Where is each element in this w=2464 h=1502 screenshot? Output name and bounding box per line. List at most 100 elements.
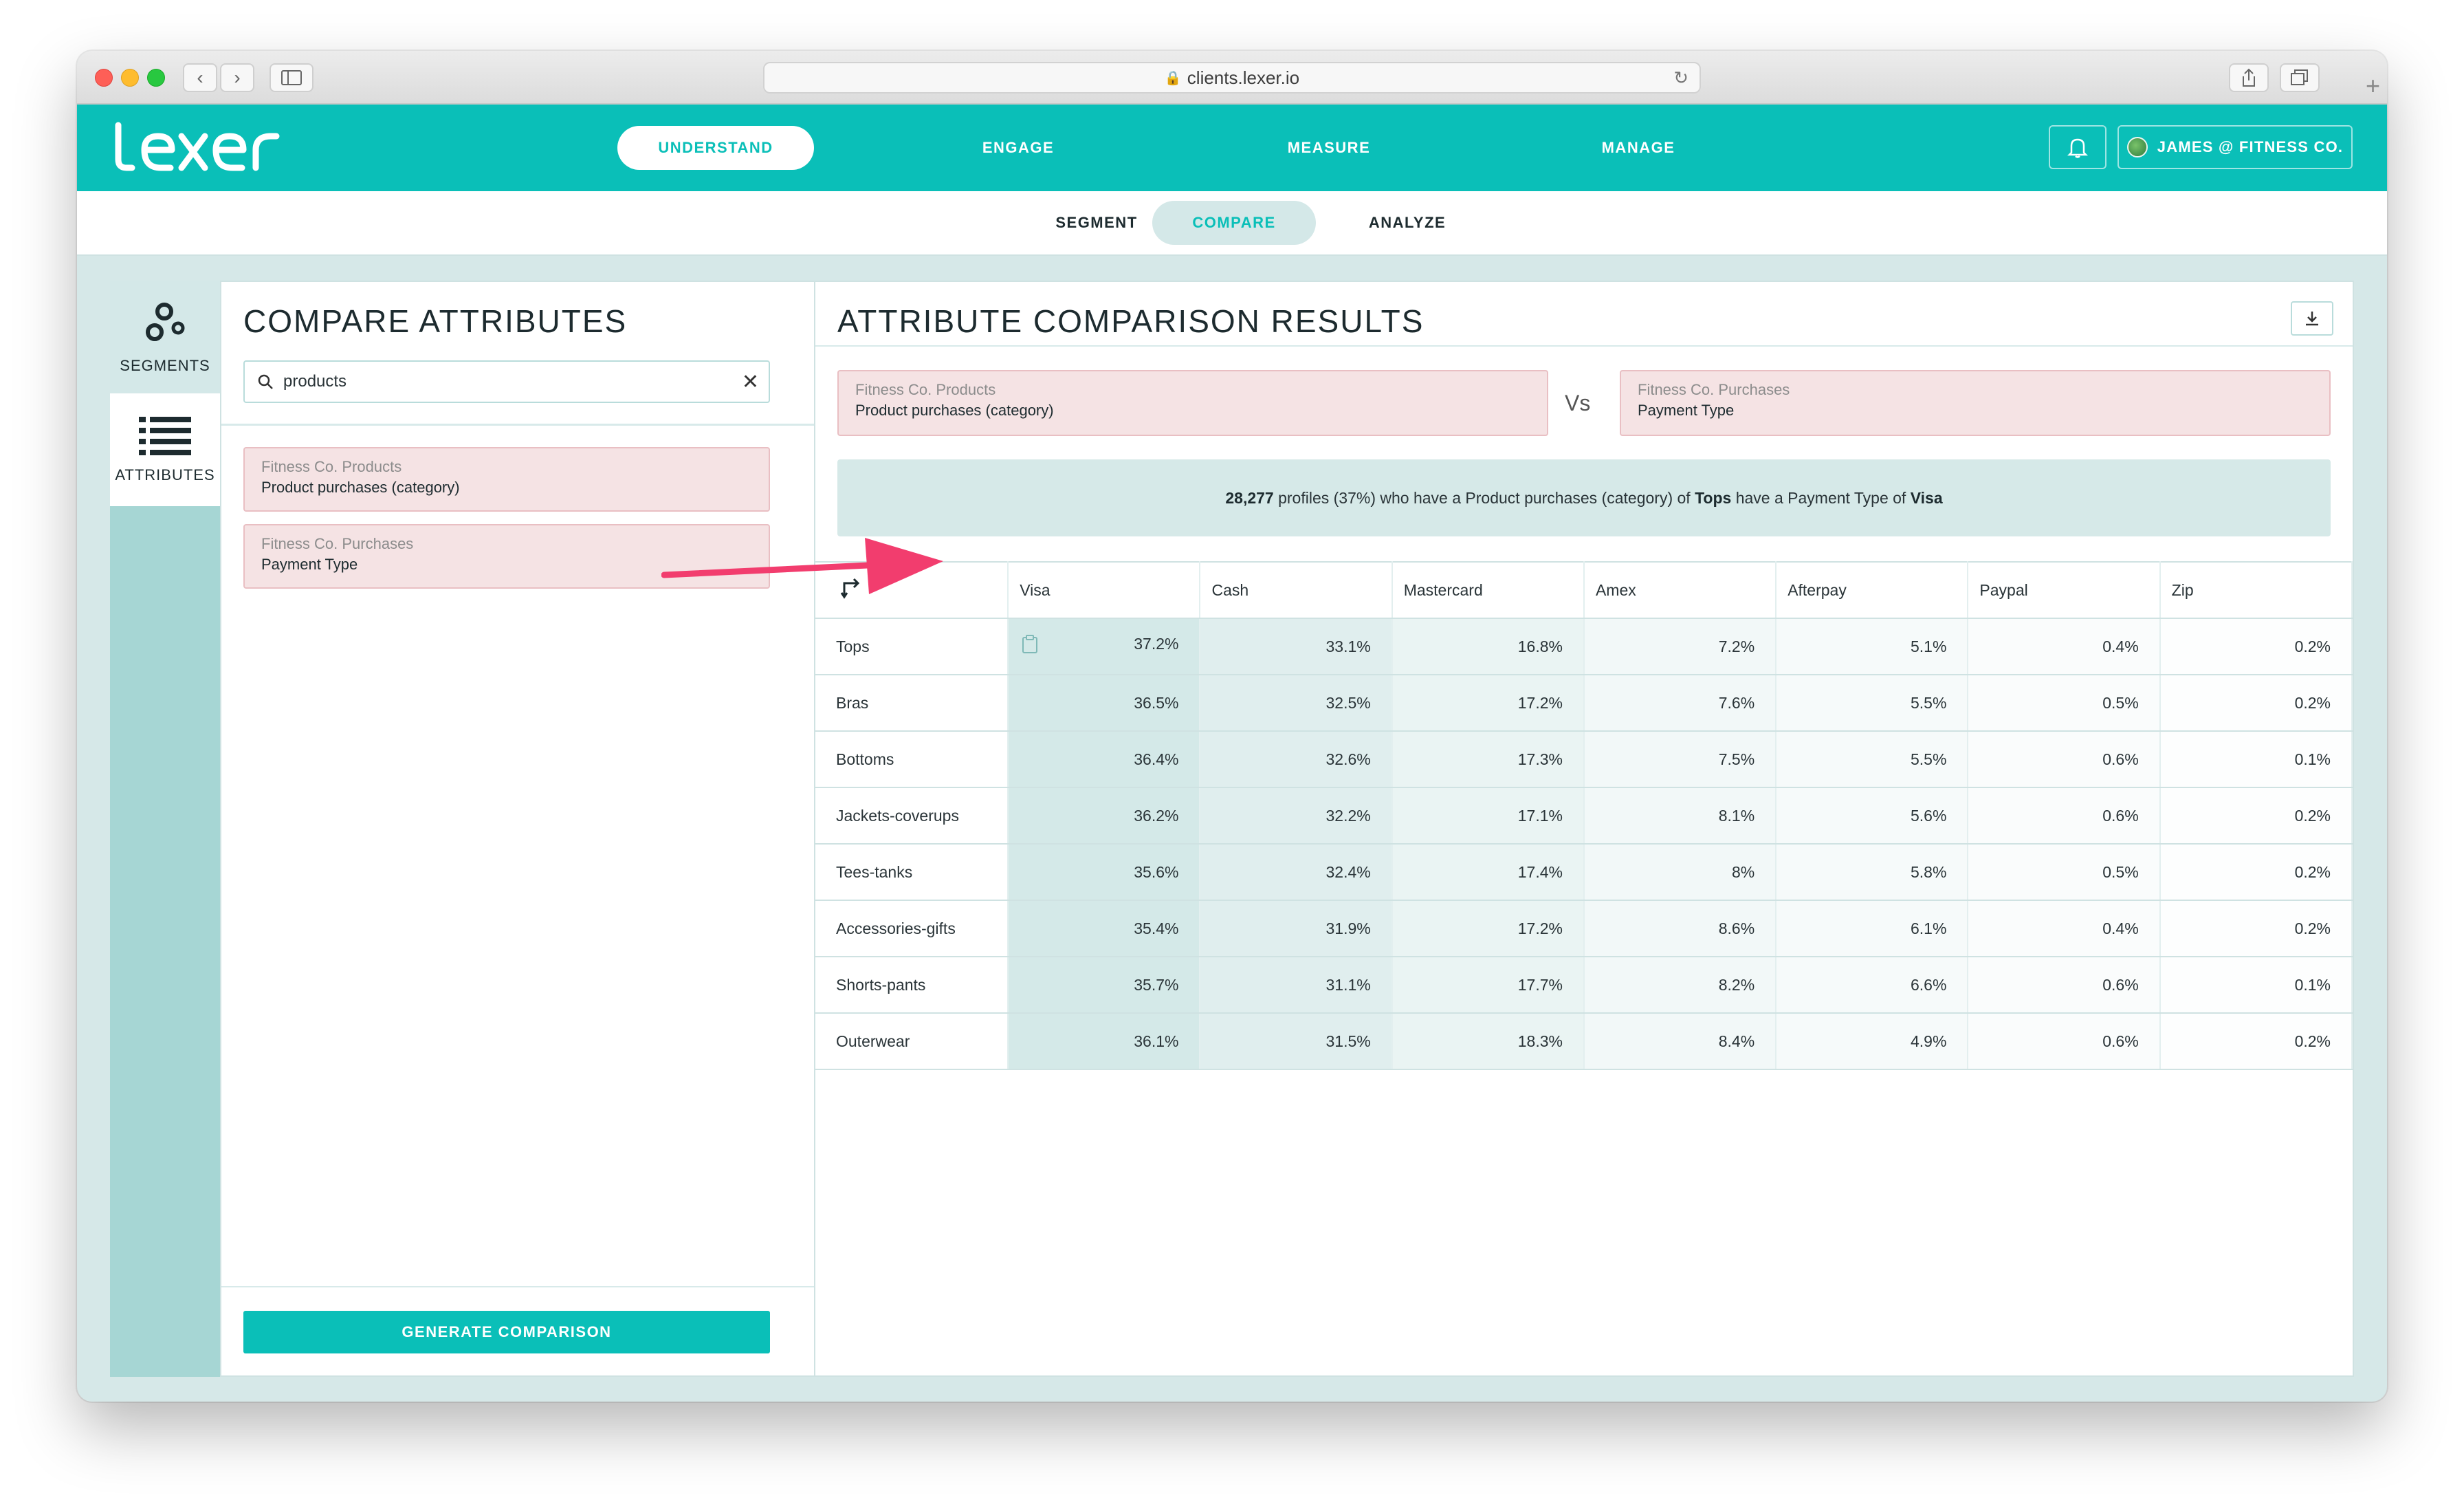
table-row: Tees-tanks 35.6% 32.4% 17.4% 8% 5.8% 0.5… [815,844,2353,901]
search-icon [258,374,273,389]
table-cell[interactable]: 17.1% [1392,787,1585,845]
table-cell[interactable]: 5.5% [1776,731,1969,788]
table-cell[interactable]: 0.2% [2159,618,2353,675]
table-cell[interactable]: 0.2% [2159,1013,2353,1070]
table-cell[interactable]: 7.5% [1583,731,1777,788]
table-cell[interactable]: 0.2% [2159,787,2353,845]
clipboard-icon[interactable] [1021,635,1039,658]
table-cell[interactable]: 0.2% [2159,900,2353,957]
nav-engage[interactable]: ENGAGE [982,139,1055,156]
table-cell[interactable]: 6.6% [1776,957,1969,1014]
new-tab-button[interactable]: + [2365,72,2380,100]
table-cell[interactable]: 32.2% [1200,787,1393,845]
table-cell[interactable]: 17.7% [1392,957,1585,1014]
clear-search-icon[interactable]: ✕ [741,371,759,393]
table-cell[interactable]: 5.6% [1776,787,1969,845]
column-header: Zip [2159,561,2353,619]
table-cell[interactable]: 37.2% [1008,618,1201,675]
nav-manage[interactable]: MANAGE [1601,139,1675,156]
tab-segment[interactable]: SEGMENT [1055,214,1138,231]
comparison-left-attribute: Fitness Co. Products Product purchases (… [837,370,1548,436]
table-cell[interactable]: 5.8% [1776,844,1969,901]
table-cell[interactable]: 0.1% [2159,957,2353,1014]
table-cell[interactable]: 5.1% [1776,618,1969,675]
download-button[interactable] [2291,301,2333,336]
search-input[interactable] [283,372,723,391]
table-cell[interactable]: 8.4% [1583,1013,1777,1070]
tabs-overview-button[interactable] [2280,63,2320,92]
table-cell[interactable]: 31.1% [1200,957,1393,1014]
table-cell[interactable]: 0.6% [1968,731,2161,788]
table-cell[interactable]: 8.2% [1583,957,1777,1014]
table-cell[interactable]: 8% [1583,844,1777,901]
table-cell[interactable]: 0.1% [2159,731,2353,788]
table-cell[interactable]: 0.2% [2159,844,2353,901]
table-cell[interactable]: 35.7% [1008,957,1201,1014]
table-cell[interactable]: 32.6% [1200,731,1393,788]
table-cell[interactable]: 7.2% [1583,618,1777,675]
attribute-search[interactable]: ✕ [243,360,770,403]
summary-text-2: have a Payment Type of [1731,488,1911,507]
table-cell[interactable]: 8.1% [1583,787,1777,845]
table-cell[interactable]: 0.6% [1968,787,2161,845]
table-cell[interactable]: 4.9% [1776,1013,1969,1070]
table-cell[interactable]: 17.3% [1392,731,1585,788]
zoom-window-button[interactable] [147,69,165,87]
back-button[interactable]: ‹ [183,63,217,92]
selected-attribute-1[interactable]: Fitness Co. Products Product purchases (… [243,447,770,512]
table-cell[interactable]: 7.6% [1583,675,1777,732]
account-menu[interactable]: JAMES @ FITNESS CO. [2118,125,2353,169]
nav-measure[interactable]: MEASURE [1287,139,1371,156]
table-cell[interactable]: 0.4% [1968,900,2161,957]
table-cell[interactable]: 36.5% [1008,675,1201,732]
table-cell[interactable]: 0.4% [1968,618,2161,675]
address-bar[interactable]: 🔒 clients.lexer.io ↻ [763,62,1701,94]
tabs-icon [2291,69,2308,85]
table-cell[interactable]: 16.8% [1392,618,1585,675]
table-cell[interactable]: 5.5% [1776,675,1969,732]
table-cell[interactable]: 17.4% [1392,844,1585,901]
attribute-name: Payment Type [261,556,358,573]
table-cell[interactable]: 8.6% [1583,900,1777,957]
account-label: JAMES @ FITNESS CO. [2157,138,2344,155]
table-cell[interactable]: 36.4% [1008,731,1201,788]
generate-comparison-button[interactable]: GENERATE COMPARISON [243,1311,770,1353]
table-cell[interactable]: 0.5% [1968,675,2161,732]
table-cell[interactable]: 31.9% [1200,900,1393,957]
table-cell[interactable]: 35.4% [1008,900,1201,957]
table-cell[interactable]: 35.6% [1008,844,1201,901]
table-cell[interactable]: 17.2% [1392,900,1585,957]
table-cell[interactable]: 36.2% [1008,787,1201,845]
rail-item-segments[interactable]: SEGMENTS [110,281,220,393]
table-cell[interactable]: 0.6% [1968,1013,2161,1070]
share-button[interactable] [2229,63,2269,92]
table-cell[interactable]: 32.5% [1200,675,1393,732]
sidebar-toggle-button[interactable] [270,63,314,92]
table-cell[interactable]: 17.2% [1392,675,1585,732]
forward-button[interactable]: › [220,63,254,92]
table-cell[interactable]: 33.1% [1200,618,1393,675]
rail-item-attributes[interactable]: ATTRIBUTES [110,393,220,506]
column-header: Paypal [1968,561,2161,619]
table-cell[interactable]: 0.2% [2159,675,2353,732]
table-cell[interactable]: 0.6% [1968,957,2161,1014]
column-header: Visa [1008,561,1201,619]
table-cell[interactable]: 0.5% [1968,844,2161,901]
table-cell[interactable]: 6.1% [1776,900,1969,957]
reload-icon[interactable]: ↻ [1673,67,1688,88]
row-label: Tops [815,618,1009,675]
attribute-source: Fitness Co. Purchases [261,535,414,552]
notifications-button[interactable] [2049,125,2106,169]
table-cell[interactable]: 32.4% [1200,844,1393,901]
minimize-window-button[interactable] [121,69,139,87]
tab-analyze[interactable]: ANALYZE [1368,214,1446,231]
table-cell[interactable]: 36.1% [1008,1013,1201,1070]
nav-understand[interactable]: UNDERSTAND [617,126,814,170]
table-cell[interactable]: 18.3% [1392,1013,1585,1070]
close-window-button[interactable] [95,69,113,87]
panel-footer-divider [221,1286,868,1287]
tab-compare[interactable]: COMPARE [1152,201,1316,245]
selected-attribute-2[interactable]: Fitness Co. Purchases Payment Type [243,524,770,589]
table-cell[interactable]: 31.5% [1200,1013,1393,1070]
vs-label: Vs [1565,391,1591,415]
